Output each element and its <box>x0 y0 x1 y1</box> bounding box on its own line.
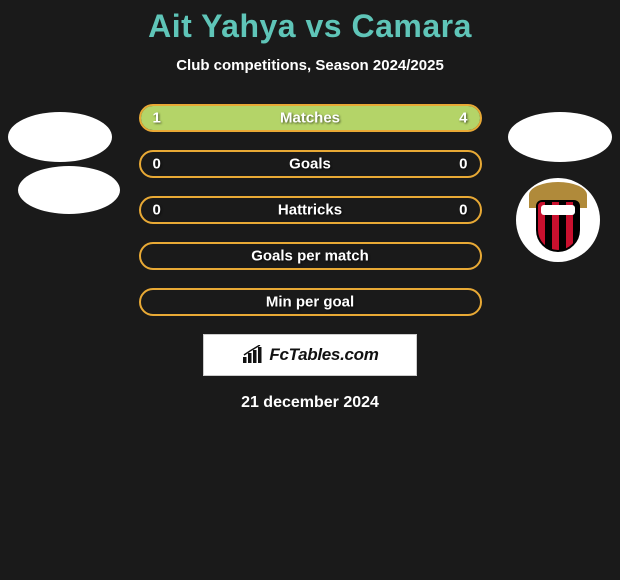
brand-text: FcTables.com <box>269 345 378 365</box>
stat-label: Matches <box>141 110 480 127</box>
stat-row: Matches1 4 <box>139 104 482 132</box>
club-badge-right <box>516 178 600 262</box>
stat-row: Hattricks0 0 <box>139 196 482 224</box>
stat-label: Goals <box>141 156 480 173</box>
stat-label: Goals per match <box>141 248 480 265</box>
date-text: 21 december 2024 <box>0 394 620 412</box>
stat-value-right: 4 <box>459 110 467 127</box>
brand-chart-icon <box>241 345 265 365</box>
subtitle: Club competitions, Season 2024/2025 <box>0 57 620 74</box>
player-avatar-left <box>8 112 112 162</box>
stat-label: Min per goal <box>141 294 480 311</box>
stat-value-left: 1 <box>153 110 161 127</box>
stat-row: Goals per match <box>139 242 482 270</box>
stat-value-left: 0 <box>153 156 161 173</box>
stat-value-left: 0 <box>153 202 161 219</box>
stat-value-right: 0 <box>459 202 467 219</box>
brand-box[interactable]: FcTables.com <box>203 334 417 376</box>
stat-row: Goals0 0 <box>139 150 482 178</box>
stat-value-right: 0 <box>459 156 467 173</box>
stat-label: Hattricks <box>141 202 480 219</box>
stat-row: Min per goal <box>139 288 482 316</box>
club-badge-left <box>18 166 120 214</box>
comparison-card: Ait Yahya vs Camara Club competitions, S… <box>0 0 620 412</box>
page-title: Ait Yahya vs Camara <box>0 8 620 45</box>
club-crest-icon <box>526 182 590 258</box>
player-avatar-right <box>508 112 612 162</box>
